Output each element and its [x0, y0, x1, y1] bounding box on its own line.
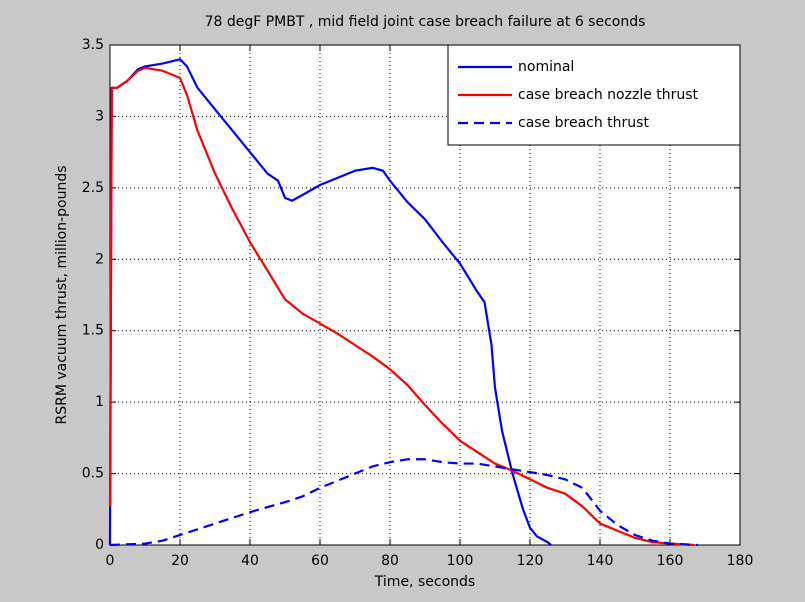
x-tick-label: 180: [727, 553, 754, 569]
x-tick-label: 0: [106, 553, 115, 569]
series-line: [108, 58, 552, 546]
x-tick-label: 20: [171, 553, 189, 569]
x-tick-label: 80: [381, 553, 399, 569]
y-tick-label: 2.5: [82, 180, 104, 196]
y-tick-label: 3.5: [82, 37, 104, 53]
y-tick-label: 1: [95, 394, 104, 410]
y-axis-label: RSRM vacuum thrust, million-pounds: [54, 165, 70, 424]
series-line: [108, 66, 695, 547]
legend-label: case breach thrust: [518, 115, 649, 131]
y-tick-label: 0.5: [82, 466, 104, 482]
series-line: [109, 458, 699, 547]
x-axis-label: Time, seconds: [374, 574, 475, 590]
y-tick-label: 1.5: [82, 323, 104, 339]
legend-label: nominal: [518, 59, 574, 75]
y-tick-label: 2: [95, 251, 104, 267]
x-tick-label: 100: [447, 553, 474, 569]
x-tick-label: 40: [241, 553, 259, 569]
x-tick-label: 120: [517, 553, 544, 569]
x-tick-label: 160: [657, 553, 684, 569]
chart-title: 78 degF PMBT , mid field joint case brea…: [205, 14, 646, 30]
legend-label: case breach nozzle thrust: [518, 87, 699, 103]
y-tick-label: 3: [95, 108, 104, 124]
x-tick-label: 140: [587, 553, 614, 569]
x-tick-label: 60: [311, 553, 329, 569]
y-tick-label: 0: [95, 537, 104, 553]
